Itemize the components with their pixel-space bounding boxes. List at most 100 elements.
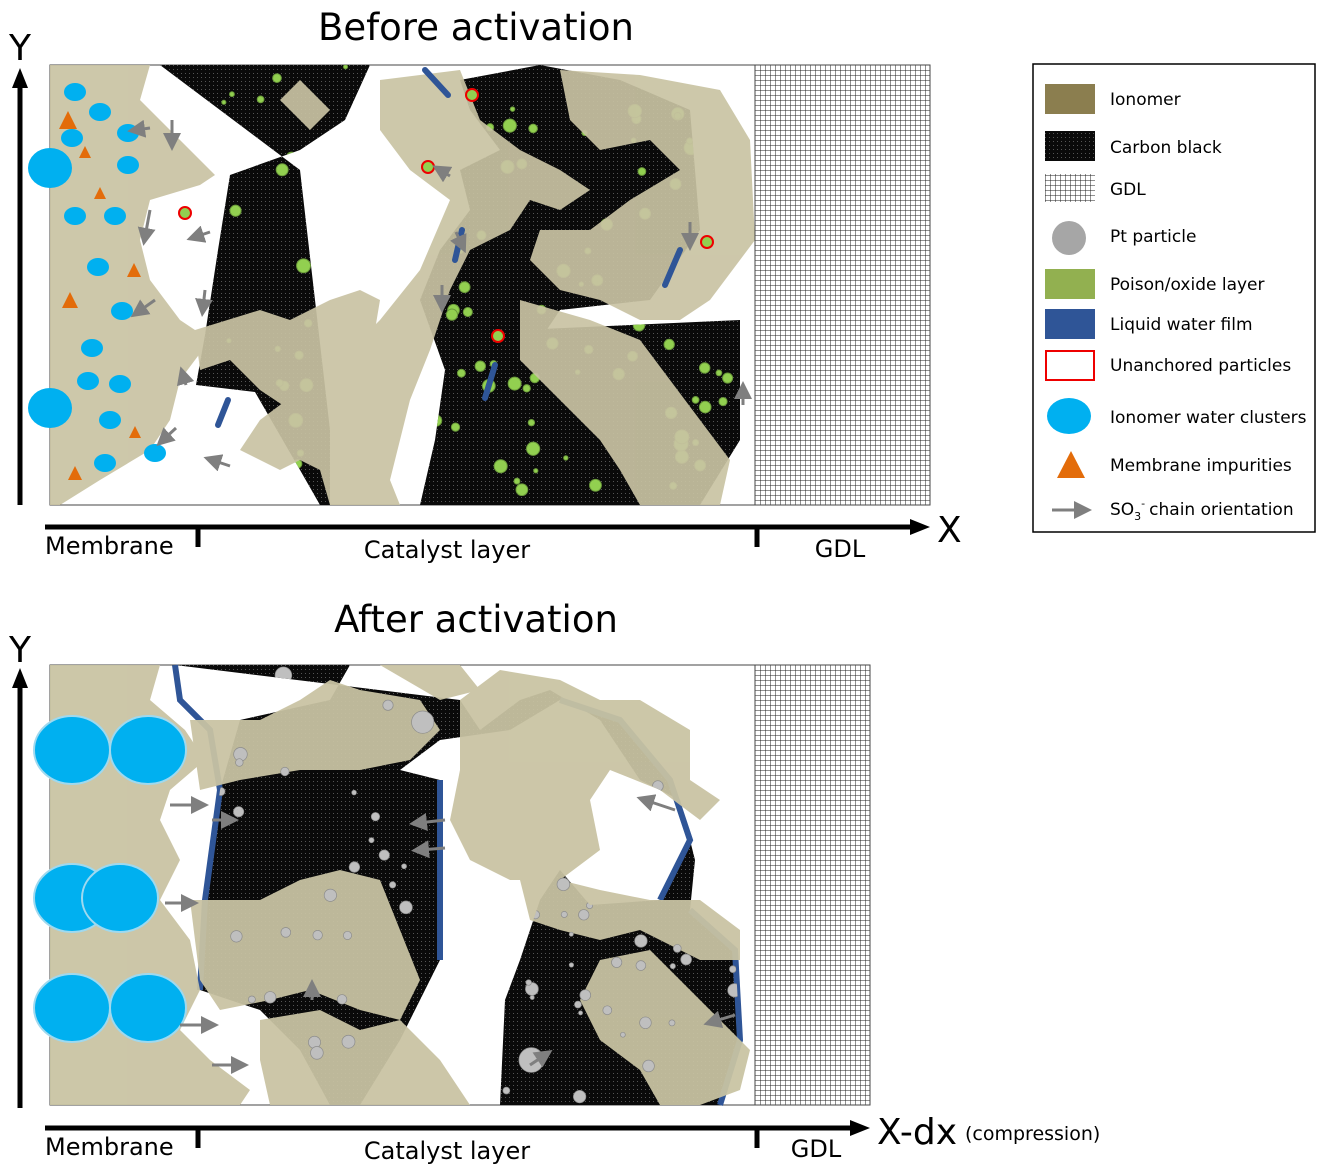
pt-particle <box>343 930 352 940</box>
pt-particle <box>560 911 568 918</box>
legend-label-sub: 3 <box>1134 510 1141 523</box>
pt-particle <box>729 965 737 973</box>
water-cluster <box>81 339 103 357</box>
pt-particle <box>529 995 535 1000</box>
legend-swatch <box>1045 84 1095 114</box>
so3-arrow <box>432 165 453 183</box>
pt-particle <box>574 1000 582 1009</box>
pt-particle <box>568 931 574 937</box>
pt-particle <box>668 1019 676 1027</box>
pt-particle <box>411 710 435 734</box>
so3-arrow <box>137 209 156 246</box>
y-axis-arrow <box>12 668 28 688</box>
pt-particle <box>445 308 459 321</box>
so3-arrow <box>411 840 446 859</box>
legend-label: SO3- chain orientation <box>1110 497 1294 523</box>
pt-particle <box>399 900 413 915</box>
pt-particle <box>672 944 682 953</box>
water-cluster <box>109 375 131 393</box>
pt-particle <box>513 477 521 485</box>
impurity <box>68 466 82 480</box>
legend-label: Carbon black <box>1110 138 1222 158</box>
unanchored-particle <box>178 206 192 220</box>
water-cluster <box>33 973 111 1043</box>
pt-particle <box>634 934 648 948</box>
pt-particle <box>715 369 723 377</box>
pt-particle <box>272 73 282 83</box>
water-film-drop <box>422 67 451 98</box>
pt-particle <box>351 789 357 796</box>
pt-particle <box>336 994 348 1005</box>
panel-title: After activation <box>334 598 618 641</box>
unanchored-particle <box>465 88 479 102</box>
pt-particle <box>507 376 522 391</box>
water-cluster <box>94 454 116 472</box>
water-cluster <box>109 973 187 1043</box>
pt-particle <box>493 459 508 474</box>
pt-particle <box>221 99 227 105</box>
x-axis-arrow <box>910 519 930 535</box>
pt-particle <box>526 441 541 456</box>
pt-particle <box>370 812 380 822</box>
legend-label: Ionomer water clusters <box>1110 408 1307 428</box>
pt-particle <box>698 400 712 414</box>
pt-particle <box>264 991 277 1004</box>
water-cluster <box>99 411 121 429</box>
pt-particle <box>533 468 539 474</box>
pt-particle <box>525 979 532 986</box>
pt-particle <box>528 123 538 134</box>
pt-particle <box>691 396 700 404</box>
x-axis-label: X <box>937 510 962 551</box>
pt-particle <box>312 930 323 941</box>
legend-swatch <box>1047 398 1091 434</box>
pt-particle <box>527 418 536 427</box>
pt-particle <box>515 483 529 497</box>
water-film-drop <box>662 247 683 288</box>
water-cluster <box>111 302 133 320</box>
pt-particle <box>573 1090 587 1104</box>
legend-swatch <box>1045 350 1095 381</box>
pt-particle <box>563 455 569 461</box>
legend-label: Unanchored particles <box>1110 356 1291 376</box>
water-cluster <box>109 715 187 785</box>
so3-arrow <box>203 454 231 472</box>
pt-particle <box>635 960 647 971</box>
unanchored-particle <box>700 235 714 249</box>
pt-particle <box>233 806 245 818</box>
water-cluster <box>144 444 166 462</box>
legend-label: Membrane impurities <box>1110 456 1292 476</box>
pt-particle <box>578 909 590 921</box>
pt-particle <box>502 118 517 133</box>
water-cluster <box>33 715 111 785</box>
region-label: GDL <box>815 535 866 563</box>
so3-arrow <box>636 794 676 812</box>
pt-particle <box>663 338 675 351</box>
pt-particle <box>620 1031 626 1038</box>
so3-arrow <box>130 298 156 318</box>
region-label: GDL <box>791 1135 842 1163</box>
water-cluster <box>64 207 86 225</box>
y-axis-label: Y <box>8 630 32 671</box>
so3-arrow <box>186 225 211 243</box>
pt-particle <box>323 888 337 902</box>
so3-arrow <box>409 813 446 831</box>
impurity <box>59 111 77 129</box>
legend-swatch <box>1052 221 1086 255</box>
pt-particle <box>229 204 242 217</box>
pt-particle <box>611 956 623 968</box>
pt-particle <box>502 1086 511 1095</box>
water-cluster <box>117 156 139 174</box>
legend-swatch <box>1045 131 1095 161</box>
impurity <box>79 146 91 158</box>
gdl-region <box>754 64 931 506</box>
pt-particle <box>639 1016 652 1029</box>
legend-swatch <box>1045 174 1095 202</box>
impurity <box>129 426 141 438</box>
pt-particle <box>368 837 375 844</box>
region-label: Membrane <box>45 1133 174 1161</box>
legend-label-sup: - <box>1141 497 1145 510</box>
pt-particle <box>589 478 602 492</box>
legend-label: GDL <box>1110 180 1146 200</box>
so3-arrow <box>450 231 467 254</box>
